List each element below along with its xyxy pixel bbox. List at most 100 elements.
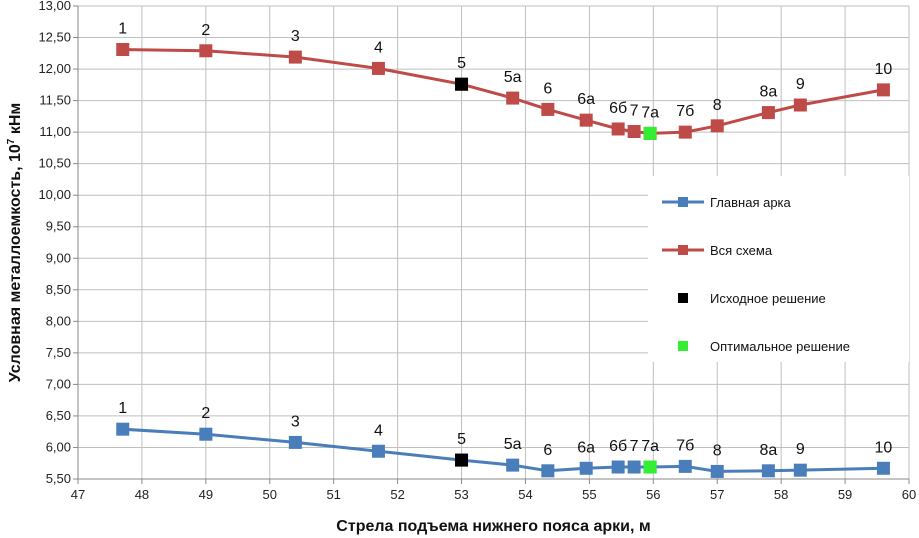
data-point <box>455 77 469 91</box>
y-tick-label: 10,50 <box>38 156 71 171</box>
data-point <box>579 113 593 127</box>
data-label: 7 <box>630 103 639 120</box>
data-label: 2 <box>201 22 210 39</box>
data-label: 8 <box>713 442 722 459</box>
data-label: 7б <box>676 103 694 120</box>
x-tick-label: 55 <box>582 487 596 502</box>
data-label: 3 <box>291 28 300 45</box>
x-tick-label: 51 <box>326 487 340 502</box>
legend-label: Оптимальное решение <box>710 339 850 354</box>
x-tick-label: 60 <box>902 487 916 502</box>
legend-box <box>648 176 909 362</box>
data-point <box>371 444 385 458</box>
data-label: 10 <box>875 439 893 456</box>
data-label: 1 <box>118 21 127 38</box>
data-point <box>541 464 555 478</box>
y-tick-label: 6,00 <box>46 439 71 454</box>
legend-marker <box>678 245 688 255</box>
x-tick-label: 54 <box>518 487 532 502</box>
y-tick-label: 5,50 <box>46 471 71 486</box>
data-point <box>876 461 890 475</box>
data-label: 6а <box>577 91 595 108</box>
y-tick-label: 8,00 <box>46 313 71 328</box>
series-3 <box>643 126 657 474</box>
data-label: 2 <box>201 405 210 422</box>
data-label: 7а <box>641 438 659 455</box>
x-tick-label: 50 <box>263 487 277 502</box>
data-label: 6б <box>609 100 627 117</box>
data-label: 5а <box>504 69 522 86</box>
data-point <box>579 461 593 475</box>
x-tick-label: 57 <box>710 487 724 502</box>
y-axis-title: Условная металлоемкость, 107 кНм <box>6 103 24 382</box>
data-point <box>611 122 625 136</box>
data-label: 6 <box>543 80 552 97</box>
y-tick-label: 13,00 <box>38 0 71 13</box>
data-label: 5 <box>457 55 466 72</box>
x-tick-label: 49 <box>199 487 213 502</box>
legend-item: Вся схема <box>662 243 773 258</box>
legend-label: Исходное решение <box>710 291 826 306</box>
data-label: 7а <box>641 104 659 121</box>
data-point <box>199 427 213 441</box>
x-tick-label: 58 <box>774 487 788 502</box>
series-2 <box>455 77 469 467</box>
data-point <box>541 102 555 116</box>
series-0 <box>116 422 890 478</box>
y-tick-label: 8,50 <box>46 282 71 297</box>
legend-item: Оптимальное решение <box>678 339 850 354</box>
y-tick-label: 11,00 <box>39 124 71 139</box>
legend-marker <box>678 341 688 351</box>
data-label: 7 <box>630 438 639 455</box>
y-axis-title-sup: 7 <box>6 138 17 144</box>
legend-marker <box>678 197 688 207</box>
data-point <box>627 125 641 139</box>
data-label: 6 <box>543 442 552 459</box>
legend-item: Исходное решение <box>678 291 826 306</box>
data-label: 10 <box>875 61 893 78</box>
data-label: 7б <box>676 437 694 454</box>
x-tick-label: 59 <box>838 487 852 502</box>
data-label: 3 <box>291 413 300 430</box>
y-tick-label: 6,50 <box>46 408 71 423</box>
data-point <box>793 463 807 477</box>
y-tick-label: 12,50 <box>38 30 71 45</box>
x-tick-label: 52 <box>390 487 404 502</box>
y-tick-label: 9,50 <box>46 219 71 234</box>
y-tick-label: 7,50 <box>46 345 71 360</box>
data-point <box>678 459 692 473</box>
data-point <box>371 61 385 75</box>
data-point <box>116 422 130 436</box>
y-tick-label: 9,00 <box>46 250 71 265</box>
data-point <box>288 50 302 64</box>
x-axis-title: Стрела подъема нижнего пояса арки, м <box>336 518 650 535</box>
y-tick-label: 11,50 <box>39 93 71 108</box>
data-point <box>643 460 657 474</box>
data-point <box>710 464 724 478</box>
data-label: 4 <box>374 422 383 439</box>
data-label: 8 <box>713 97 722 114</box>
x-tick-label: 56 <box>646 487 660 502</box>
y-axis-title-main: Условная металлоемкость, 10 <box>7 144 24 382</box>
data-point <box>876 83 890 97</box>
axes: 5,50 6,00 6,50 7,00 7,50 8,00 8,50 9,00 9,50 10,0… <box>38 0 916 502</box>
data-point <box>643 126 657 140</box>
data-label: 9 <box>796 76 805 93</box>
x-tick-label: 53 <box>454 487 468 502</box>
data-point <box>761 106 775 120</box>
grid <box>77 5 910 480</box>
y-tick-label: 10,00 <box>38 187 71 202</box>
data-point <box>710 119 724 133</box>
y-tick-label: 12,00 <box>38 61 71 76</box>
data-label: 9 <box>796 441 805 458</box>
legend-label: Вся схема <box>710 243 773 258</box>
y-axis-title-unit: кНм <box>7 103 24 139</box>
data-label: 5 <box>457 431 466 448</box>
data-label: 5а <box>504 436 522 453</box>
data-point <box>611 460 625 474</box>
data-point <box>793 98 807 112</box>
legend-label: Главная арка <box>710 195 792 210</box>
data-label: 6а <box>577 439 595 456</box>
